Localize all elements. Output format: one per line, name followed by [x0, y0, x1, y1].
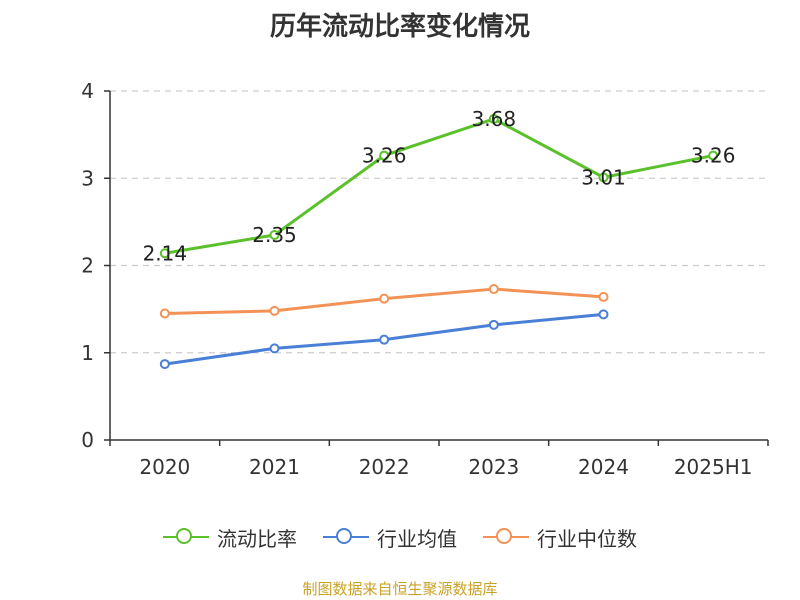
- y-tick-label: 2: [81, 254, 94, 278]
- data-point: [159, 308, 170, 319]
- chart-title: 历年流动比率变化情况: [269, 12, 530, 42]
- legend-label: 行业均值: [377, 526, 457, 551]
- y-tick-label: 0: [81, 428, 94, 452]
- data-labels: 2.14 2.35 3.26 3.68 3.01 3.26: [143, 107, 736, 265]
- data-point: [708, 150, 719, 161]
- x-tick-label: 2025H1: [674, 455, 753, 479]
- legend-line-marker-icon: [483, 526, 529, 548]
- legend-label: 流动比率: [217, 526, 297, 551]
- data-label: 3.01: [581, 165, 626, 189]
- data-point: [379, 334, 390, 345]
- data-point: [379, 293, 390, 304]
- series-line: [164, 117, 714, 255]
- x-tick-label: 2022: [359, 455, 410, 479]
- legend-item[interactable]: 行业中位数: [483, 523, 637, 552]
- y-tick-label: 1: [81, 341, 94, 365]
- data-point: [159, 248, 170, 259]
- data-point: [598, 172, 609, 183]
- axes: 0 1 2 3 4 2020 2021 2022 2023 2024 2025H1: [81, 79, 769, 479]
- data-point: [488, 319, 499, 330]
- source-note: 制图数据来自恒生聚源数据库: [302, 580, 498, 598]
- legend: 流动比率 行业均值 行业中位数: [0, 520, 800, 554]
- x-tick-label: 2024: [578, 455, 629, 479]
- data-label: 2.14: [143, 241, 188, 265]
- data-label: 3.26: [362, 144, 407, 168]
- data-label: 3.26: [691, 144, 736, 168]
- x-tick-label: 2021: [249, 455, 300, 479]
- data-point: [269, 229, 280, 240]
- data-label: 3.68: [472, 107, 517, 131]
- x-tick-label: 2020: [139, 455, 190, 479]
- y-tick-label: 4: [81, 79, 94, 103]
- data-point: [159, 359, 170, 370]
- data-point: [269, 343, 280, 354]
- data-point: [598, 309, 609, 320]
- data-point: [269, 305, 280, 316]
- legend-line-marker-icon: [163, 526, 209, 548]
- legend-item[interactable]: 流动比率: [163, 523, 297, 552]
- x-tick-label: 2023: [468, 455, 519, 479]
- legend-label: 行业中位数: [537, 526, 637, 551]
- data-label: 2.35: [252, 223, 297, 247]
- y-tick-label: 3: [81, 166, 94, 190]
- data-point: [598, 291, 609, 302]
- legend-line-marker-icon: [323, 526, 369, 548]
- data-point: [488, 113, 499, 124]
- legend-item[interactable]: 行业均值: [323, 523, 457, 552]
- series-lines: [159, 113, 719, 370]
- data-point: [379, 150, 390, 161]
- data-point: [488, 284, 499, 295]
